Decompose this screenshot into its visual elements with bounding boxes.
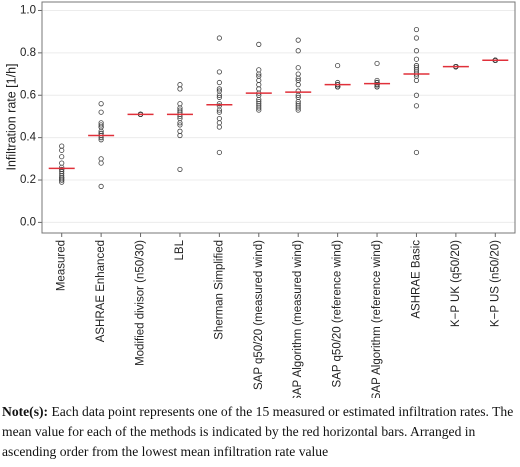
data-point <box>216 115 222 122</box>
data-point <box>374 82 380 88</box>
data-point <box>59 143 65 149</box>
x-tick-label: SAP Algorithm (measured wind) <box>292 240 304 398</box>
data-point <box>59 160 65 166</box>
data-point <box>98 124 104 130</box>
data-point <box>295 48 301 54</box>
data-point <box>413 56 420 62</box>
data-point <box>295 82 301 88</box>
data-point <box>295 75 301 81</box>
data-point <box>256 82 262 88</box>
x-tick-label: SAP Algorithm (reference wind) <box>371 240 383 398</box>
y-tick-label: 0.0 <box>20 216 36 228</box>
x-tick-label: SAP q50/20 (reference wind) <box>332 240 344 388</box>
x-tick-label: SAP q50/20 (measured wind) <box>253 240 265 390</box>
data-point <box>295 77 301 84</box>
plot-frame <box>41 1 516 234</box>
data-point <box>216 69 222 75</box>
data-point <box>177 166 183 173</box>
data-point <box>256 77 262 84</box>
data-point <box>256 86 262 92</box>
data-point <box>177 82 183 88</box>
data-point <box>59 179 65 185</box>
chart: Infiltration rate [1/h] 0.0 0.2 0.4 0.6 0.8 1… <box>4 1 516 403</box>
data-point <box>374 79 380 86</box>
data-point <box>216 109 222 115</box>
data-point <box>216 101 222 107</box>
x-tick-label: K−P US (n50/20) <box>489 240 501 327</box>
x-tick-label: LBL <box>174 239 186 260</box>
y-tick-label: 0.8 <box>20 47 36 59</box>
data-point <box>216 124 222 130</box>
data-point <box>295 107 301 113</box>
data-point <box>413 92 420 98</box>
data-point <box>295 71 301 77</box>
data-point <box>177 101 183 107</box>
data-point <box>295 105 301 111</box>
data-point <box>98 109 104 115</box>
data-point <box>413 35 420 41</box>
data-point <box>256 71 262 77</box>
y-tick-label: 0.6 <box>20 89 36 101</box>
data-point <box>216 35 222 41</box>
data-point <box>216 107 222 113</box>
y-axis-label: Infiltration rate [1/h] <box>4 63 18 170</box>
data-point <box>413 26 420 33</box>
data-point <box>256 73 262 79</box>
y-tick-label: 1.0 <box>20 5 36 17</box>
data-point <box>177 132 183 139</box>
data-point <box>335 62 341 69</box>
data-point <box>59 177 65 183</box>
data-point <box>98 122 104 128</box>
x-tick-label: Measured <box>56 240 68 291</box>
data-point <box>256 41 262 47</box>
data-point <box>374 60 380 67</box>
data-point <box>98 156 104 162</box>
x-tick-label: Modified divisor (n50/30) <box>135 240 147 366</box>
data-point <box>216 149 222 156</box>
data-point <box>256 105 262 111</box>
data-point <box>413 149 420 156</box>
x-tick-label: ASHRAE Enhanced <box>95 240 107 342</box>
x-tick-label: Sherman Simplified <box>213 240 225 340</box>
data-point <box>177 120 183 126</box>
data-point <box>98 101 104 107</box>
data-point <box>98 160 104 166</box>
y-tick-label: 0.2 <box>20 174 36 186</box>
data-point <box>59 147 65 153</box>
note: Note(s): Each data point represents one … <box>2 402 518 462</box>
data-point <box>98 183 104 189</box>
note-label: Note(s): <box>2 404 49 419</box>
data-point <box>413 48 420 54</box>
data-point <box>216 92 222 98</box>
data-point <box>256 107 262 113</box>
data-point <box>256 67 262 73</box>
data-point <box>216 86 222 92</box>
note-text: Each data point represents one of the 15… <box>2 404 514 459</box>
data-point <box>216 79 222 86</box>
data-point <box>177 122 183 128</box>
data-point <box>295 37 301 43</box>
data-point <box>177 86 183 92</box>
data-point <box>413 103 420 109</box>
x-tick-label: ASHRAE Basic <box>410 240 422 319</box>
data-point <box>59 154 65 160</box>
y-tick-label: 0.4 <box>20 132 37 144</box>
data-point <box>177 128 183 134</box>
x-tick-label: K−P UK (q50/20) <box>450 240 462 327</box>
data-point <box>295 65 301 71</box>
data-point <box>216 120 222 126</box>
data-point <box>98 137 104 143</box>
data-point <box>413 77 420 84</box>
data-point <box>295 92 301 98</box>
data-point <box>216 94 222 100</box>
data-point <box>413 62 420 69</box>
